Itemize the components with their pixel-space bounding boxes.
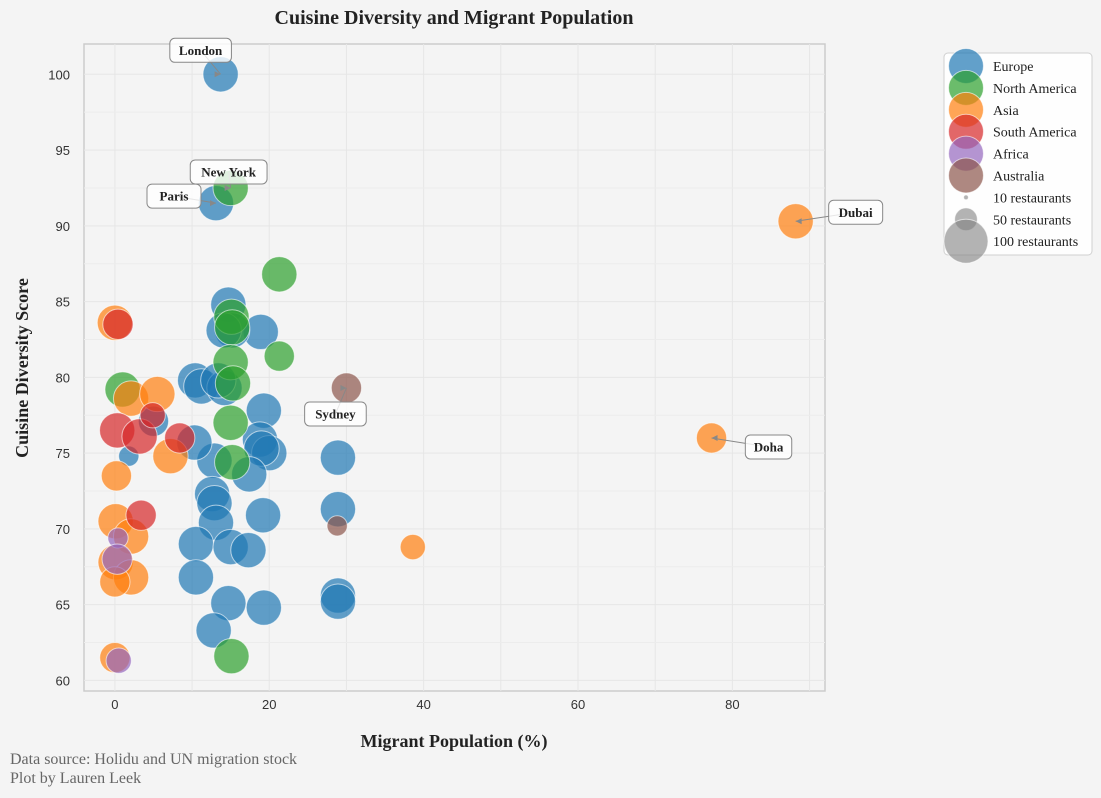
y-tick-label: 70 <box>56 522 70 537</box>
annotation-box <box>189 159 268 185</box>
annotation-label: Sydney <box>315 406 356 421</box>
legend-marker <box>948 157 984 194</box>
point-north-america <box>261 256 298 293</box>
point-south-america <box>164 422 196 454</box>
annotation-label: Doha <box>754 439 784 454</box>
annotation-arrowhead <box>224 184 231 191</box>
y-tick-label: 100 <box>48 67 70 82</box>
legend-label: South America <box>993 126 1077 141</box>
annotation-label: Paris <box>160 189 189 204</box>
point-south-america <box>125 499 157 531</box>
point-africa <box>105 647 132 674</box>
legend-marker <box>963 194 969 201</box>
annotations: London New York Paris Dubai Sydney Doha <box>146 37 884 460</box>
annotation-label: London <box>179 43 223 58</box>
point-europe <box>230 531 267 569</box>
legend-label: 100 restaurants <box>993 235 1078 250</box>
y-tick-label: 85 <box>56 295 70 310</box>
x-tick-label: 20 <box>262 697 276 712</box>
x-axis-label: Migrant Population (%) <box>361 731 548 752</box>
legend-label: North America <box>993 82 1077 97</box>
y-axis-label: Cuisine Diversity Score <box>12 278 32 458</box>
point-asia <box>695 422 728 454</box>
annotation-box <box>304 401 367 427</box>
x-tick-label: 60 <box>571 697 585 712</box>
legend-label: 10 restaurants <box>993 191 1071 206</box>
point-europe <box>244 497 282 534</box>
point-north-america <box>263 340 295 372</box>
annotation-arrowhead <box>209 200 216 207</box>
y-tick-label: 60 <box>56 673 70 688</box>
x-tick-label: 80 <box>725 697 739 712</box>
annotation-box <box>169 37 232 63</box>
point-asia <box>399 533 426 561</box>
y-tick-label: 65 <box>56 598 70 613</box>
point-north-america <box>213 638 250 675</box>
point-africa <box>101 543 133 575</box>
legend-label: Asia <box>993 104 1019 119</box>
y-tick-label: 80 <box>56 370 70 385</box>
data-points <box>96 56 814 675</box>
point-north-america <box>214 444 251 481</box>
point-north-america <box>214 365 252 402</box>
legend-label: 50 restaurants <box>993 213 1071 228</box>
point-europe <box>177 559 215 596</box>
annotation-box <box>146 183 202 209</box>
point-europe <box>177 525 215 563</box>
y-tick-label: 90 <box>56 219 70 234</box>
chart-title: Cuisine Diversity and Migrant Population <box>275 7 634 29</box>
point-europe <box>245 589 282 626</box>
point-south-america <box>139 402 166 429</box>
y-tick-label: 95 <box>56 143 70 158</box>
legend-label: Africa <box>993 148 1030 163</box>
legend-label: Europe <box>993 60 1033 75</box>
point-north-america <box>212 404 249 441</box>
legend-marker <box>943 218 989 264</box>
point-europe <box>319 583 357 620</box>
axis-ticks: 0 20 40 60 80 60 65 70 75 80 85 90 95 100 <box>48 67 739 712</box>
annotation-arrowhead <box>340 384 347 391</box>
point-north-america <box>214 309 251 346</box>
x-tick-label: 0 <box>111 697 118 712</box>
y-tick-label: 75 <box>56 446 70 461</box>
annotation-arrowhead <box>214 71 221 78</box>
footer-credit: Plot by Lauren Leek <box>10 770 142 787</box>
point-asia <box>100 460 133 492</box>
point-europe <box>195 612 232 649</box>
point-south-america <box>102 308 134 340</box>
x-tick-label: 40 <box>416 697 430 712</box>
point-europe <box>319 439 357 476</box>
annotation-label: Dubai <box>839 205 873 220</box>
point-australia <box>326 515 348 537</box>
annotation-arrowhead <box>795 218 802 225</box>
footer-source: Data source: Holidu and UN migration sto… <box>10 751 298 768</box>
legend-label: Australia <box>993 170 1045 185</box>
legend: Europe North America Asia South America Afri… <box>943 48 1093 264</box>
annotation-label: New York <box>201 164 257 179</box>
annotation-arrowhead <box>711 434 718 441</box>
point-asia <box>777 203 814 240</box>
annotation-box <box>828 199 884 225</box>
annotation-box <box>744 434 793 460</box>
